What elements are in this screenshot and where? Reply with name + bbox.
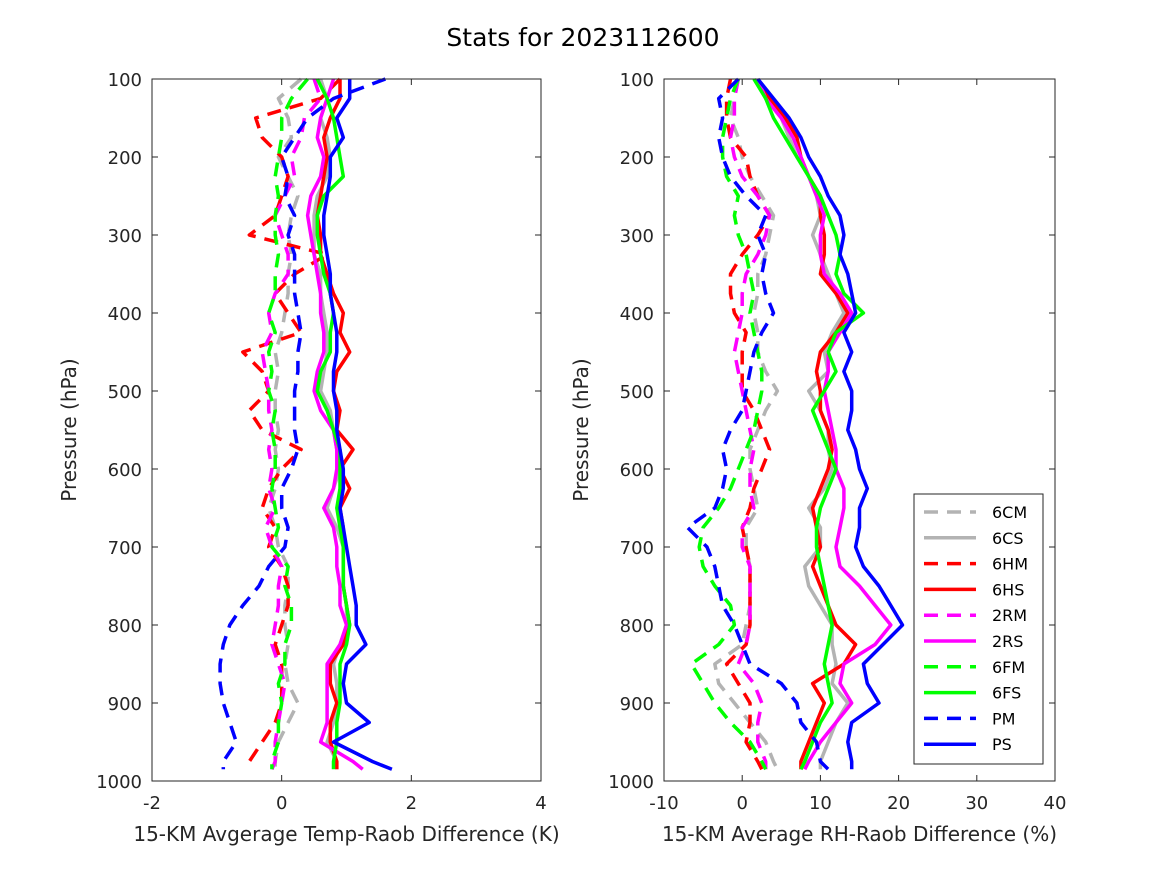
legend-label-ps: PS [992, 735, 1012, 754]
x-axis-label: 15-KM Average RH-Raob Difference (%) [662, 822, 1057, 846]
y-tick-label: 300 [620, 226, 654, 247]
series-line-pm [218, 77, 387, 770]
y-tick-label: 800 [108, 616, 142, 637]
x-axis-label: 15-KM Avgerage Temp-Raob Difference (K) [133, 822, 559, 846]
y-tick-label: 900 [620, 694, 654, 715]
y-tick-label: 500 [108, 382, 142, 403]
series-line-6cm [266, 77, 303, 770]
series-line-2rm [260, 78, 323, 770]
y-tick-label: 100 [108, 70, 142, 91]
y-tick-label: 100 [620, 70, 654, 91]
series-line-6cs [756, 78, 850, 770]
series-line-6hm [724, 78, 772, 771]
y-tick-label: 1000 [96, 772, 142, 793]
series-line-2rs [756, 78, 893, 771]
chart-title: Stats for 2023112600 [446, 23, 719, 52]
legend-label-6cs: 6CS [992, 529, 1024, 548]
series-line-6hm [241, 77, 342, 770]
y-tick-label: 900 [108, 694, 142, 715]
legend-label-6fm: 6FM [992, 658, 1025, 677]
legend-label-6hm: 6HM [992, 555, 1028, 574]
series-line-6fm [266, 77, 309, 770]
temp-panel: -2 0 2 4 100 200 300 400 500 600 700 800 900 1000 15-K… [57, 70, 560, 846]
y-tick-label: 700 [620, 538, 654, 559]
y-tick-label: 400 [108, 304, 142, 325]
series-line-6fs [752, 78, 866, 771]
x-tick-label: 0 [736, 793, 747, 814]
y-tick-label: 500 [620, 382, 654, 403]
y-tick-label: 600 [620, 460, 654, 481]
legend-label-pm: PM [992, 709, 1015, 728]
y-tick-label: 800 [620, 616, 654, 637]
legend-label-6cm: 6CM [992, 503, 1027, 522]
series-line-6cm [713, 78, 780, 771]
series-line-2rm [728, 78, 772, 770]
y-tick-label: 200 [620, 148, 654, 169]
legend-label-6fs: 6FS [992, 684, 1021, 703]
axes-box [663, 78, 1056, 782]
x-tick-label: 40 [1044, 793, 1067, 814]
legend-label-6hs: 6HS [992, 580, 1024, 599]
x-tick-label: -10 [649, 793, 678, 814]
legend: 6CM 6CS 6HM 6HS 2RM 2RS 6FM 6FS PM PS [913, 493, 1044, 765]
x-tick-label: 4 [535, 793, 546, 814]
legend-box [913, 493, 1044, 765]
x-tick-label: 30 [965, 793, 988, 814]
y-tick-label: 300 [108, 226, 142, 247]
legend-label-2rs: 2RS [992, 632, 1023, 651]
y-tick-label: 1000 [608, 772, 654, 793]
x-tick-label: 0 [276, 793, 287, 814]
series-line-6fm [689, 78, 768, 771]
axes-box [151, 78, 542, 782]
y-tick-label: 700 [108, 538, 142, 559]
y-axis-label: Pressure (hPa) [57, 358, 81, 501]
y-tick-label: 200 [108, 148, 142, 169]
x-tick-label: 20 [887, 793, 910, 814]
legend-label-2rm: 2RM [992, 606, 1027, 625]
y-axis-label: Pressure (hPa) [569, 358, 593, 501]
x-tick-label: -2 [143, 793, 161, 814]
series-line-ps [322, 79, 393, 771]
rh-panel: -10 0 10 20 30 40 100 200 300 400 500 600 700 800 900 1… [569, 70, 1066, 846]
series-line-6fs [315, 78, 352, 770]
x-tick-label: 2 [406, 793, 417, 814]
x-tick-label: 10 [809, 793, 832, 814]
y-tick-label: 600 [108, 460, 142, 481]
y-tick-label: 400 [620, 304, 654, 325]
series-line-ps [756, 77, 905, 770]
series-line-6hs [756, 78, 858, 770]
